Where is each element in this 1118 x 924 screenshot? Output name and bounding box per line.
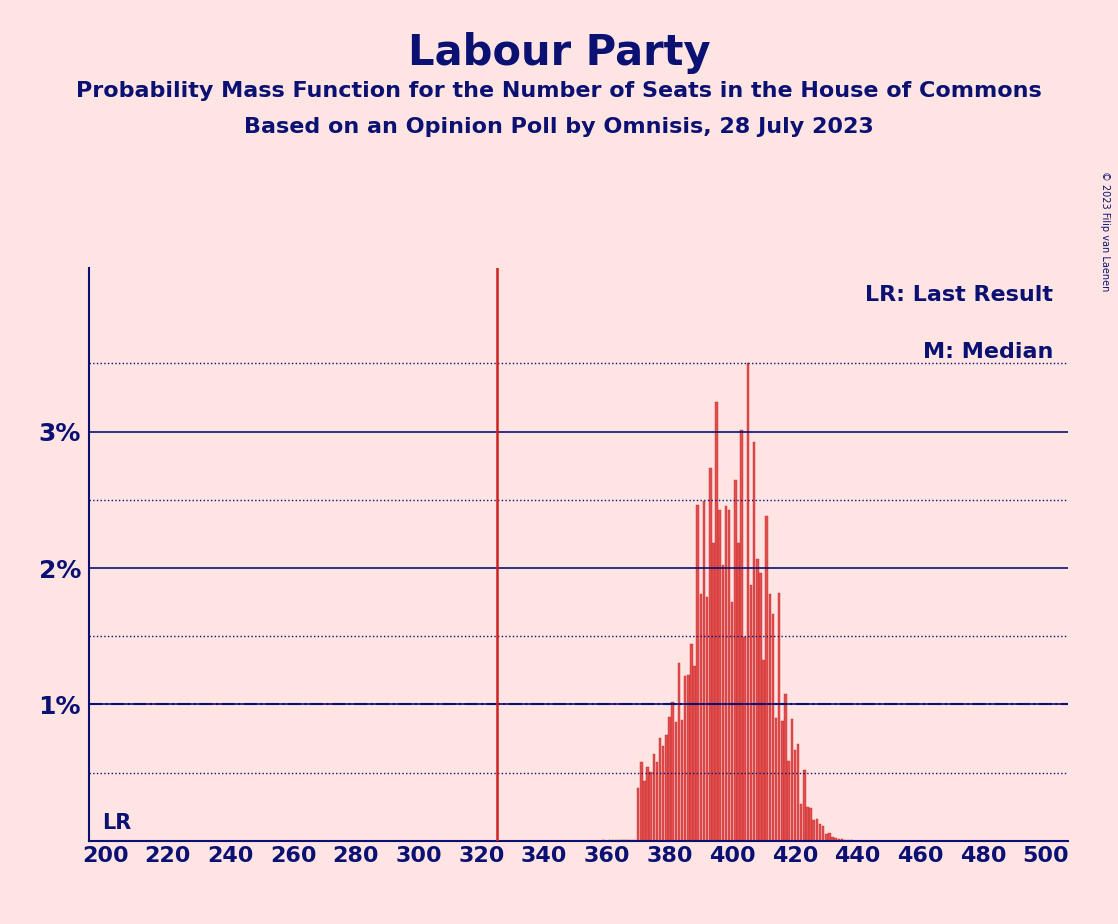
Bar bbox=[627, 840, 629, 841]
Bar bbox=[806, 807, 808, 841]
Bar bbox=[700, 594, 702, 841]
Bar bbox=[731, 602, 733, 841]
Text: © 2023 Filip van Laenen: © 2023 Filip van Laenen bbox=[1100, 171, 1109, 291]
Bar bbox=[653, 754, 655, 841]
Bar bbox=[646, 767, 648, 841]
Bar bbox=[650, 772, 652, 841]
Bar bbox=[637, 788, 639, 841]
Bar bbox=[818, 824, 822, 841]
Bar bbox=[799, 804, 803, 841]
Text: LR: Last Result: LR: Last Result bbox=[865, 286, 1053, 305]
Bar bbox=[762, 660, 765, 841]
Text: M: Median: M: Median bbox=[922, 343, 1053, 362]
Bar bbox=[735, 480, 737, 841]
Bar bbox=[778, 593, 780, 841]
Bar bbox=[684, 676, 686, 841]
Text: Labour Party: Labour Party bbox=[408, 32, 710, 74]
Bar bbox=[813, 820, 815, 841]
Bar bbox=[688, 675, 690, 841]
Bar bbox=[693, 665, 695, 841]
Bar bbox=[705, 597, 709, 841]
Bar bbox=[841, 839, 843, 841]
Bar bbox=[771, 614, 774, 841]
Text: Probability Mass Function for the Number of Seats in the House of Commons: Probability Mass Function for the Number… bbox=[76, 81, 1042, 102]
Bar bbox=[775, 718, 777, 841]
Bar bbox=[697, 505, 699, 841]
Bar bbox=[721, 565, 724, 841]
Bar bbox=[655, 762, 659, 841]
Bar bbox=[678, 663, 680, 841]
Bar bbox=[662, 746, 664, 841]
Bar bbox=[759, 573, 761, 841]
Bar bbox=[747, 363, 749, 841]
Bar bbox=[740, 431, 742, 841]
Bar bbox=[724, 506, 727, 841]
Bar bbox=[790, 719, 793, 841]
Bar bbox=[766, 517, 768, 841]
Bar bbox=[750, 585, 752, 841]
Bar bbox=[712, 542, 714, 841]
Bar bbox=[832, 837, 834, 841]
Text: Based on an Opinion Poll by Omnisis, 28 July 2023: Based on an Opinion Poll by Omnisis, 28 … bbox=[244, 117, 874, 138]
Bar bbox=[756, 559, 758, 841]
Bar bbox=[784, 694, 787, 841]
Bar bbox=[834, 838, 837, 841]
Bar bbox=[690, 644, 693, 841]
Bar bbox=[709, 468, 711, 841]
Bar bbox=[794, 749, 796, 841]
Bar bbox=[743, 637, 746, 841]
Bar bbox=[643, 781, 646, 841]
Bar bbox=[716, 402, 718, 841]
Bar bbox=[781, 721, 784, 841]
Bar bbox=[674, 722, 678, 841]
Bar bbox=[669, 718, 671, 841]
Bar bbox=[703, 501, 705, 841]
Bar bbox=[737, 543, 740, 841]
Bar bbox=[816, 819, 818, 841]
Bar bbox=[809, 808, 812, 841]
Bar bbox=[634, 840, 636, 841]
Bar bbox=[825, 834, 827, 841]
Bar bbox=[672, 702, 674, 841]
Bar bbox=[665, 735, 667, 841]
Bar bbox=[719, 510, 721, 841]
Text: LR: LR bbox=[102, 812, 131, 833]
Bar bbox=[822, 826, 824, 841]
Bar bbox=[752, 442, 756, 841]
Bar bbox=[728, 510, 730, 841]
Bar bbox=[803, 771, 806, 841]
Bar bbox=[797, 744, 799, 841]
Bar bbox=[837, 839, 840, 841]
Bar bbox=[681, 721, 683, 841]
Bar bbox=[787, 761, 790, 841]
Bar bbox=[828, 833, 831, 841]
Bar bbox=[768, 594, 771, 841]
Bar bbox=[659, 738, 662, 841]
Bar bbox=[639, 762, 643, 841]
